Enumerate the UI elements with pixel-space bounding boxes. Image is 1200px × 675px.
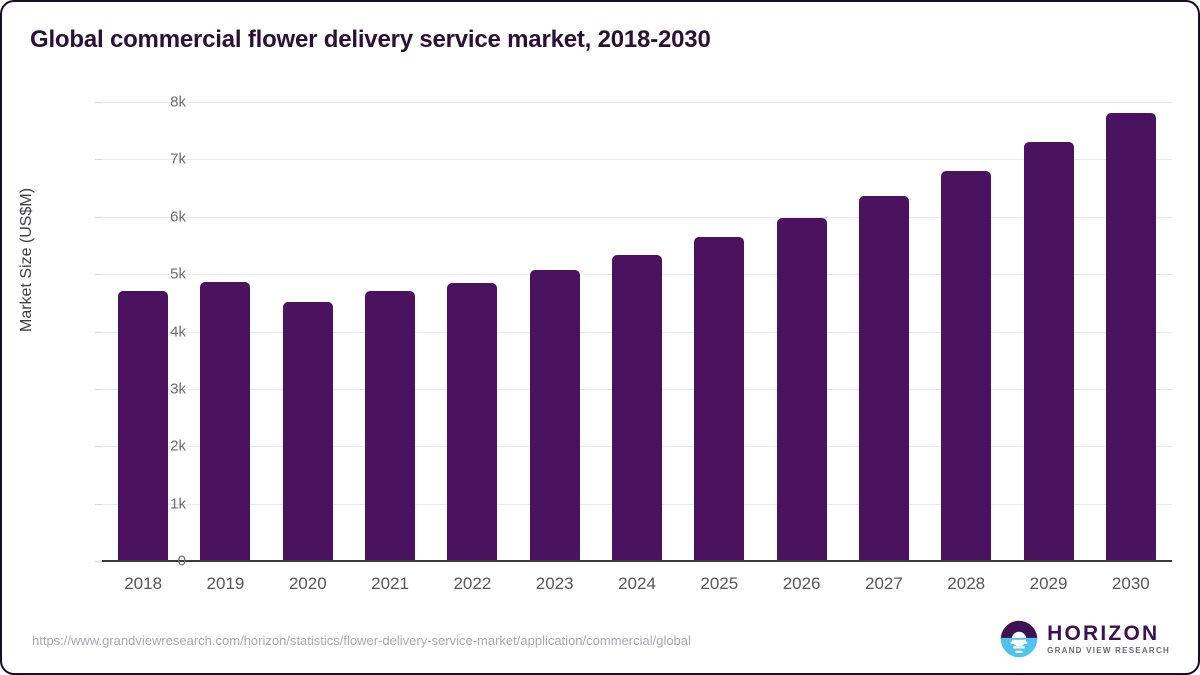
x-axis-tick-label-2030: 2030 [1111, 574, 1150, 593]
y-axis-tick-label: 8k [170, 93, 186, 111]
bar-2028[interactable] [941, 170, 992, 561]
logo-tagline: GRAND VIEW RESEARCH [1047, 646, 1170, 655]
logo-wordmark: HORIZON [1047, 622, 1160, 645]
horizon-logo[interactable]: HORIZON GRAND VIEW RESEARCH [1000, 620, 1170, 658]
x-axis-tick-label-2019: 2019 [206, 574, 245, 593]
x-axis-tick-label-2026: 2026 [782, 574, 821, 593]
x-axis-tick-label-2028: 2028 [947, 574, 986, 593]
bar-2022[interactable] [447, 282, 498, 561]
x-axis-tick-label-2029: 2029 [1029, 574, 1068, 593]
y-axis-tick [95, 331, 102, 333]
y-axis-tick-label: 5k [170, 265, 186, 283]
y-axis-tick [95, 274, 102, 276]
y-axis-tick-label: 6k [170, 208, 186, 226]
y-axis-tick-label: 0 [177, 552, 186, 570]
x-axis-tick-label-2018: 2018 [124, 574, 163, 593]
gridline [102, 216, 1172, 218]
y-axis-title: Market Size (US$M) [18, 187, 35, 332]
y-axis-tick [95, 503, 102, 505]
bar-2026[interactable] [776, 217, 827, 561]
horizon-sun-circle-icon [1000, 620, 1038, 658]
gridline [102, 159, 1172, 161]
x-axis-line [102, 560, 1172, 562]
page-title: Global commercial flower delivery servic… [30, 26, 711, 53]
y-axis-tick [95, 446, 102, 448]
x-axis-tick-label-2022: 2022 [453, 574, 492, 593]
bar-2020[interactable] [282, 301, 333, 561]
y-axis-tick [95, 102, 102, 103]
plot-area [95, 102, 1172, 562]
y-axis-tick [95, 388, 102, 390]
y-axis-tick-label: 3k [170, 380, 186, 398]
x-axis-tick-label-2024: 2024 [618, 574, 656, 593]
y-axis-tick [95, 159, 102, 161]
bar-2019[interactable] [200, 281, 251, 561]
y-axis-tick-label: 4k [170, 323, 186, 340]
y-axis-tick-label: 2k [170, 437, 186, 455]
x-axis-tick-label-2025: 2025 [700, 574, 739, 593]
bar-2023[interactable] [529, 269, 580, 561]
bar-2025[interactable] [694, 237, 745, 561]
x-axis-tick-label-2020: 2020 [288, 574, 327, 593]
source-url[interactable]: https://www.grandviewresearch.com/horizo… [32, 633, 691, 648]
y-axis-tick [95, 561, 102, 562]
gridline [102, 102, 1172, 103]
y-axis-tick-label: 7k [170, 150, 186, 168]
bar-2018[interactable] [118, 291, 169, 561]
bar-2027[interactable] [858, 196, 909, 561]
y-axis-tick-label: 1k [170, 495, 186, 513]
x-axis-tick-label-2021: 2021 [371, 574, 409, 593]
x-axis-tick-label-2027: 2027 [865, 574, 903, 593]
bar-2021[interactable] [365, 291, 416, 561]
bar-2029[interactable] [1023, 141, 1074, 561]
bar-2030[interactable] [1105, 113, 1156, 561]
x-axis-tick-label-2023: 2023 [535, 574, 574, 593]
y-axis-tick [95, 216, 102, 218]
bar-2024[interactable] [612, 254, 662, 561]
logo-text: HORIZON GRAND VIEW RESEARCH [1047, 623, 1170, 655]
